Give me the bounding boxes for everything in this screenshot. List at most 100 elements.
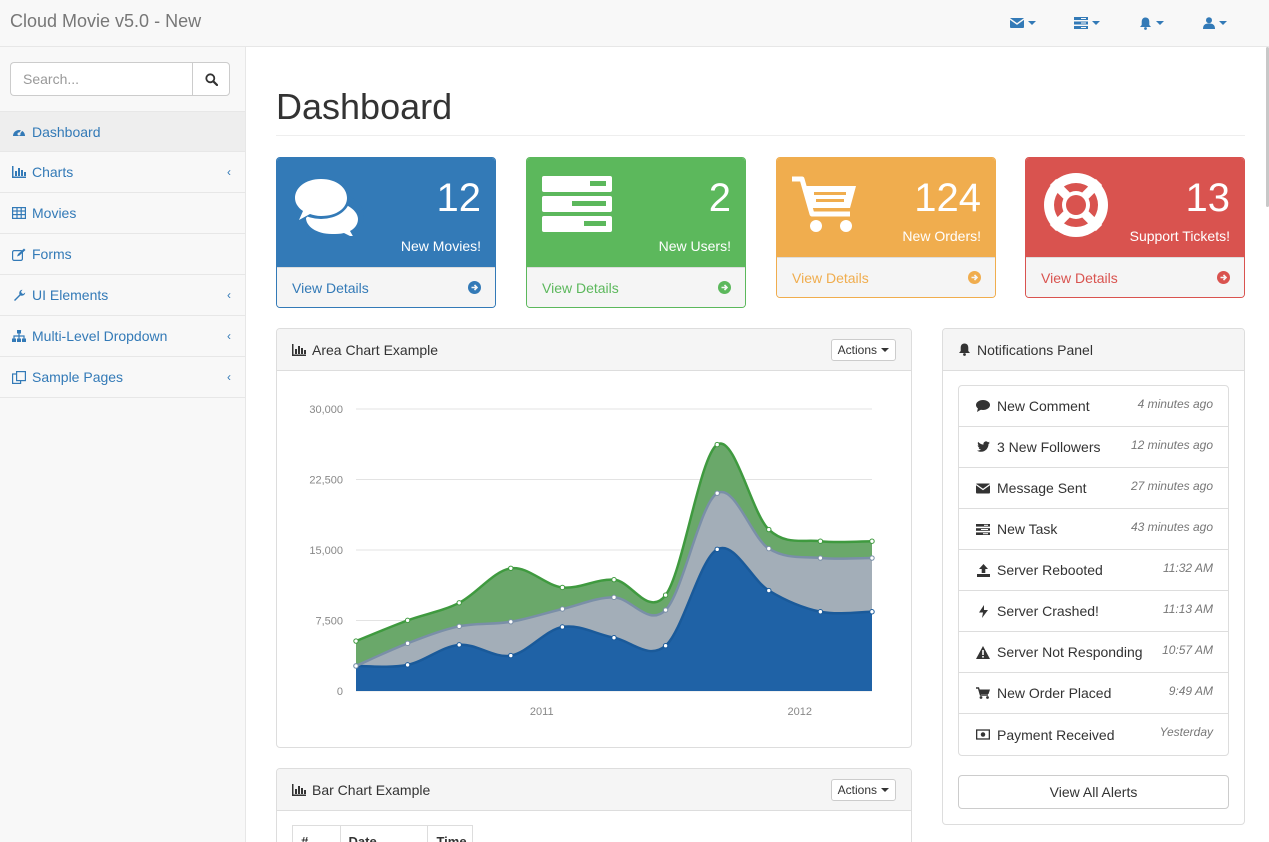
- notification-item[interactable]: Server Not Responding 10:57 AM: [959, 632, 1228, 673]
- search-button[interactable]: [192, 62, 230, 96]
- data-point: [456, 623, 462, 630]
- data-point: [508, 619, 514, 625]
- notification-item[interactable]: 3 New Followers 12 minutes ago: [959, 427, 1228, 468]
- notification-item[interactable]: Server Rebooted 11:32 AM: [959, 550, 1228, 591]
- stat-card-orders: 124 New Orders! View Details: [776, 157, 996, 298]
- arrow-circle-right-icon: [1217, 271, 1230, 284]
- notification-item[interactable]: New Task 43 minutes ago: [959, 509, 1228, 550]
- data-point: [817, 609, 824, 615]
- notification-list: New Comment 4 minutes ago 3 New Follower…: [958, 385, 1229, 756]
- alerts-dropdown[interactable]: [1119, 13, 1183, 33]
- notification-label: New Order Placed: [997, 685, 1112, 701]
- table-icon: [12, 207, 26, 219]
- warning-icon: [976, 645, 990, 659]
- actions-dropdown-button[interactable]: Actions: [830, 779, 896, 801]
- messages-dropdown[interactable]: [991, 13, 1055, 33]
- notification-time: 12 minutes ago: [1130, 438, 1213, 452]
- sidebar-item-dashboard[interactable]: Dashboard: [0, 111, 245, 152]
- panel-title: Bar Chart Example: [312, 781, 431, 798]
- search-input[interactable]: [10, 62, 192, 96]
- stat-label: New Orders!: [902, 228, 981, 244]
- sidebar: Dashboard Charts ‹ Movies Forms UI Eleme…: [0, 47, 246, 842]
- chevron-down-icon: [881, 348, 889, 352]
- tasks-dropdown[interactable]: [1055, 13, 1119, 33]
- data-point: [662, 642, 669, 649]
- data-point: [559, 624, 566, 630]
- stat-value: 12: [436, 176, 482, 220]
- bar-chart-icon: [292, 783, 306, 796]
- files-icon: [12, 370, 26, 384]
- chevron-down-icon: [1219, 21, 1227, 25]
- actions-dropdown-button[interactable]: Actions: [830, 339, 896, 361]
- stat-label: New Users!: [658, 238, 731, 254]
- top-navbar: Cloud Movie v5.0 - New: [0, 0, 1269, 47]
- notification-item[interactable]: Payment Received Yesterday: [959, 714, 1228, 755]
- data-point: [353, 663, 359, 669]
- bell-icon: [1139, 17, 1151, 30]
- data-point: [662, 592, 669, 598]
- view-all-alerts-button[interactable]: View All Alerts: [958, 775, 1229, 809]
- chevron-left-icon: ‹: [227, 288, 231, 302]
- divider: [276, 135, 1245, 136]
- table-header-cell: #: [293, 826, 341, 842]
- area-series-line: [355, 490, 873, 668]
- view-details-link[interactable]: View Details: [1026, 257, 1244, 297]
- sidebar-item-charts[interactable]: Charts ‹: [0, 152, 245, 193]
- table-header-row: # Date Time: [292, 825, 473, 842]
- stat-card-movies: 12 New Movies! View Details: [276, 157, 496, 308]
- sidebar-item-label: UI Elements: [32, 287, 109, 303]
- notification-item[interactable]: Server Crashed! 11:13 AM: [959, 591, 1228, 632]
- y-tick-label: 7,500: [315, 616, 343, 628]
- notification-time: 11:32 AM: [1162, 561, 1213, 575]
- x-tick-label: 2011: [530, 706, 554, 718]
- data-point: [456, 600, 462, 606]
- stat-value: 2: [708, 176, 731, 220]
- data-point: [714, 441, 720, 448]
- notification-item[interactable]: New Comment 4 minutes ago: [959, 386, 1228, 427]
- data-point: [559, 606, 566, 612]
- notification-time: 11:13 AM: [1162, 602, 1213, 616]
- sidebar-item-label: Multi-Level Dropdown: [32, 328, 168, 344]
- data-point: [766, 545, 772, 552]
- panel-title: Area Chart Example: [312, 341, 439, 358]
- sidebar-item-forms[interactable]: Forms: [0, 234, 245, 275]
- user-dropdown[interactable]: [1183, 13, 1247, 33]
- notification-item[interactable]: Message Sent 27 minutes ago: [959, 468, 1228, 509]
- data-point: [766, 526, 772, 533]
- data-point: [817, 555, 824, 561]
- notification-label: Server Rebooted: [997, 562, 1103, 578]
- stat-card-header: 2 New Users!: [527, 158, 745, 267]
- stat-value: 124: [914, 176, 981, 220]
- arrow-circle-right-icon: [968, 271, 981, 284]
- arrow-circle-right-icon: [718, 281, 731, 294]
- stat-card-tickets: 13 Support Tickets! View Details: [1025, 157, 1245, 298]
- data-point: [766, 587, 772, 594]
- app-brand[interactable]: Cloud Movie v5.0 - New: [10, 11, 202, 31]
- scrollbar[interactable]: [1266, 47, 1269, 207]
- chevron-down-icon: [1155, 21, 1164, 25]
- view-details-link[interactable]: View Details: [777, 257, 995, 297]
- sidebar-item-movies[interactable]: Movies: [0, 193, 245, 234]
- view-details-link[interactable]: View Details: [277, 267, 495, 307]
- chevron-left-icon: ‹: [227, 165, 231, 179]
- chevron-down-icon: [1092, 21, 1100, 25]
- view-details-link[interactable]: View Details: [527, 267, 745, 307]
- sidebar-menu: Dashboard Charts ‹ Movies Forms UI Eleme…: [0, 111, 245, 398]
- sidebar-item-sample-pages[interactable]: Sample Pages ‹: [0, 357, 245, 398]
- sidebar-item-multi-level-dropdown[interactable]: Multi-Level Dropdown ‹: [0, 316, 245, 357]
- bolt-icon: [978, 604, 988, 618]
- data-point: [559, 584, 566, 591]
- panel-title: Notifications Panel: [977, 341, 1093, 358]
- sidebar-item-ui-elements[interactable]: UI Elements ‹: [0, 275, 245, 316]
- data-point: [869, 555, 875, 561]
- notification-item[interactable]: New Order Placed 9:49 AM: [959, 673, 1228, 714]
- panel-header: Bar Chart Example Actions: [277, 769, 911, 811]
- bar-chart-icon: [12, 166, 26, 178]
- chevron-down-icon: [1028, 21, 1036, 25]
- y-tick-label: 0: [337, 686, 343, 698]
- y-tick-label: 22,500: [309, 475, 343, 487]
- wrench-icon: [13, 289, 25, 301]
- chevron-left-icon: ‹: [227, 329, 231, 343]
- area-series-line: [355, 546, 873, 668]
- upload-icon: [976, 563, 990, 577]
